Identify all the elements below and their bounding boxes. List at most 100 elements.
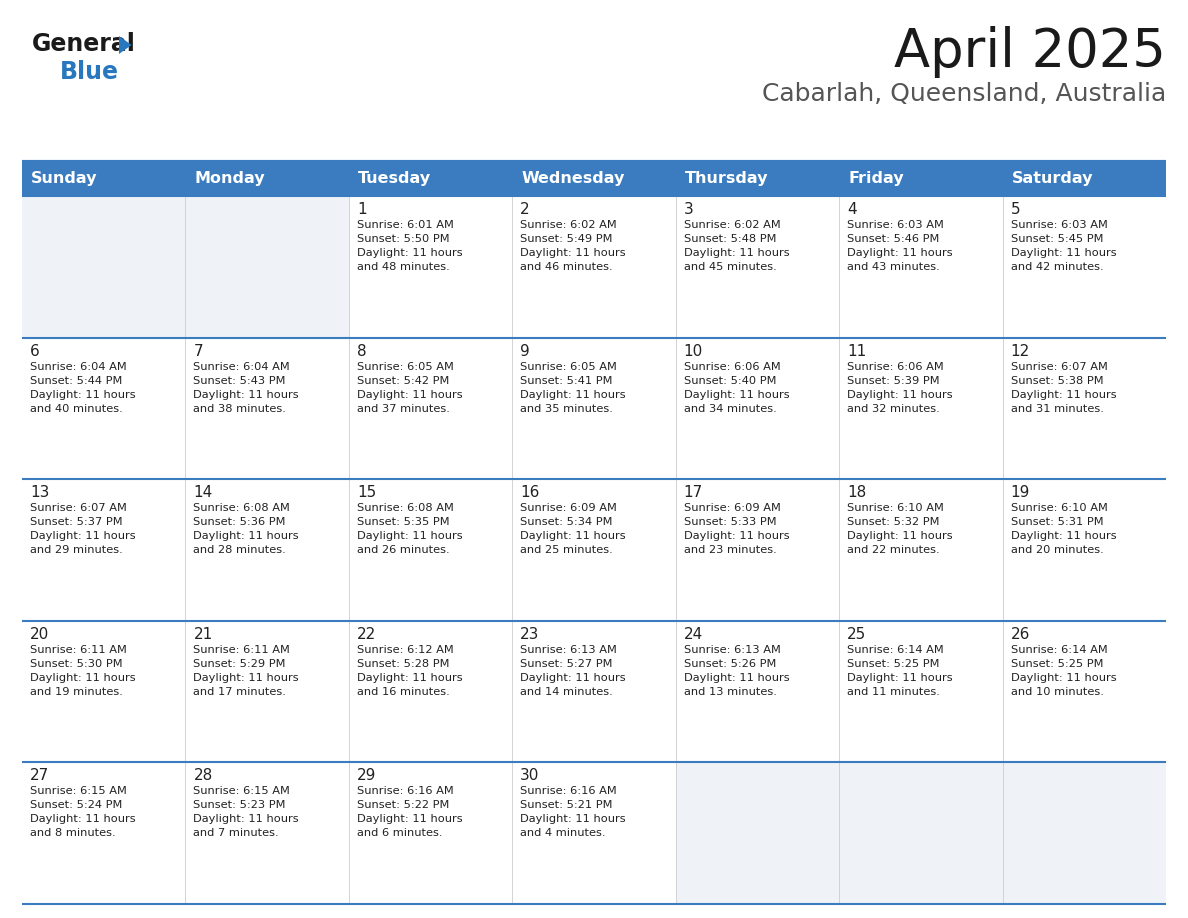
Text: Sunrise: 6:09 AM
Sunset: 5:34 PM
Daylight: 11 hours
and 25 minutes.: Sunrise: 6:09 AM Sunset: 5:34 PM Dayligh…	[520, 503, 626, 555]
Bar	[23, 196, 185, 338]
Text: Tuesday: Tuesday	[358, 172, 431, 186]
Text: Sunrise: 6:02 AM
Sunset: 5:48 PM
Daylight: 11 hours
and 45 minutes.: Sunrise: 6:02 AM Sunset: 5:48 PM Dayligh…	[684, 220, 789, 272]
Bar	[185, 479, 349, 621]
Text: Thursday: Thursday	[684, 172, 769, 186]
Bar	[512, 338, 676, 479]
Text: 6: 6	[30, 343, 39, 359]
Bar	[349, 763, 512, 904]
Bar	[1003, 479, 1165, 621]
Text: 12: 12	[1011, 343, 1030, 359]
Bar	[1003, 763, 1165, 904]
Bar	[1003, 621, 1165, 763]
Text: Sunrise: 6:11 AM
Sunset: 5:29 PM
Daylight: 11 hours
and 17 minutes.: Sunrise: 6:11 AM Sunset: 5:29 PM Dayligh…	[194, 644, 299, 697]
Text: Sunrise: 6:02 AM
Sunset: 5:49 PM
Daylight: 11 hours
and 46 minutes.: Sunrise: 6:02 AM Sunset: 5:49 PM Dayligh…	[520, 220, 626, 272]
Bar	[839, 763, 1003, 904]
Text: Sunrise: 6:04 AM
Sunset: 5:44 PM
Daylight: 11 hours
and 40 minutes.: Sunrise: 6:04 AM Sunset: 5:44 PM Dayligh…	[30, 362, 135, 414]
Bar	[349, 338, 512, 479]
Text: Wednesday: Wednesday	[522, 172, 625, 186]
Text: 27: 27	[30, 768, 49, 783]
Bar	[23, 479, 185, 621]
Text: Sunrise: 6:08 AM
Sunset: 5:36 PM
Daylight: 11 hours
and 28 minutes.: Sunrise: 6:08 AM Sunset: 5:36 PM Dayligh…	[194, 503, 299, 555]
Text: General: General	[32, 32, 135, 56]
Text: Sunrise: 6:13 AM
Sunset: 5:26 PM
Daylight: 11 hours
and 13 minutes.: Sunrise: 6:13 AM Sunset: 5:26 PM Dayligh…	[684, 644, 789, 697]
Bar	[1003, 338, 1165, 479]
Text: Friday: Friday	[848, 172, 904, 186]
Text: Sunrise: 6:09 AM
Sunset: 5:33 PM
Daylight: 11 hours
and 23 minutes.: Sunrise: 6:09 AM Sunset: 5:33 PM Dayligh…	[684, 503, 789, 555]
Text: 3: 3	[684, 202, 694, 217]
Bar	[1003, 196, 1165, 338]
Text: 15: 15	[356, 486, 377, 500]
Bar	[349, 196, 512, 338]
Text: Sunrise: 6:03 AM
Sunset: 5:45 PM
Daylight: 11 hours
and 42 minutes.: Sunrise: 6:03 AM Sunset: 5:45 PM Dayligh…	[1011, 220, 1117, 272]
Text: April 2025: April 2025	[895, 26, 1165, 78]
Text: Sunrise: 6:01 AM
Sunset: 5:50 PM
Daylight: 11 hours
and 48 minutes.: Sunrise: 6:01 AM Sunset: 5:50 PM Dayligh…	[356, 220, 462, 272]
Text: 10: 10	[684, 343, 703, 359]
Bar	[512, 196, 676, 338]
Bar	[676, 621, 839, 763]
Text: Sunrise: 6:11 AM
Sunset: 5:30 PM
Daylight: 11 hours
and 19 minutes.: Sunrise: 6:11 AM Sunset: 5:30 PM Dayligh…	[30, 644, 135, 697]
Text: Sunrise: 6:07 AM
Sunset: 5:38 PM
Daylight: 11 hours
and 31 minutes.: Sunrise: 6:07 AM Sunset: 5:38 PM Dayligh…	[1011, 362, 1117, 414]
Text: Saturday: Saturday	[1011, 172, 1093, 186]
Bar	[185, 621, 349, 763]
Text: Sunrise: 6:13 AM
Sunset: 5:27 PM
Daylight: 11 hours
and 14 minutes.: Sunrise: 6:13 AM Sunset: 5:27 PM Dayligh…	[520, 644, 626, 697]
Text: Sunrise: 6:06 AM
Sunset: 5:39 PM
Daylight: 11 hours
and 32 minutes.: Sunrise: 6:06 AM Sunset: 5:39 PM Dayligh…	[847, 362, 953, 414]
Text: Sunrise: 6:14 AM
Sunset: 5:25 PM
Daylight: 11 hours
and 11 minutes.: Sunrise: 6:14 AM Sunset: 5:25 PM Dayligh…	[847, 644, 953, 697]
Text: Sunday: Sunday	[31, 172, 97, 186]
Text: 20: 20	[30, 627, 49, 642]
Text: Blue: Blue	[61, 60, 119, 84]
Bar	[512, 479, 676, 621]
Text: 26: 26	[1011, 627, 1030, 642]
Text: Sunrise: 6:16 AM
Sunset: 5:21 PM
Daylight: 11 hours
and 4 minutes.: Sunrise: 6:16 AM Sunset: 5:21 PM Dayligh…	[520, 787, 626, 838]
Bar	[349, 621, 512, 763]
Text: 23: 23	[520, 627, 539, 642]
Text: Sunrise: 6:14 AM
Sunset: 5:25 PM
Daylight: 11 hours
and 10 minutes.: Sunrise: 6:14 AM Sunset: 5:25 PM Dayligh…	[1011, 644, 1117, 697]
Text: Sunrise: 6:08 AM
Sunset: 5:35 PM
Daylight: 11 hours
and 26 minutes.: Sunrise: 6:08 AM Sunset: 5:35 PM Dayligh…	[356, 503, 462, 555]
Bar	[349, 479, 512, 621]
Bar	[185, 338, 349, 479]
Text: Sunrise: 6:15 AM
Sunset: 5:23 PM
Daylight: 11 hours
and 7 minutes.: Sunrise: 6:15 AM Sunset: 5:23 PM Dayligh…	[194, 787, 299, 838]
Text: Sunrise: 6:05 AM
Sunset: 5:42 PM
Daylight: 11 hours
and 37 minutes.: Sunrise: 6:05 AM Sunset: 5:42 PM Dayligh…	[356, 362, 462, 414]
Text: 2: 2	[520, 202, 530, 217]
Text: 24: 24	[684, 627, 703, 642]
Bar	[676, 479, 839, 621]
Text: 13: 13	[30, 486, 50, 500]
Text: 17: 17	[684, 486, 703, 500]
Bar	[676, 338, 839, 479]
Text: 14: 14	[194, 486, 213, 500]
Text: Sunrise: 6:05 AM
Sunset: 5:41 PM
Daylight: 11 hours
and 35 minutes.: Sunrise: 6:05 AM Sunset: 5:41 PM Dayligh…	[520, 362, 626, 414]
Bar	[23, 621, 185, 763]
Text: 29: 29	[356, 768, 377, 783]
Text: Cabarlah, Queensland, Australia: Cabarlah, Queensland, Australia	[762, 82, 1165, 106]
Text: 1: 1	[356, 202, 366, 217]
Text: 25: 25	[847, 627, 866, 642]
Text: Sunrise: 6:06 AM
Sunset: 5:40 PM
Daylight: 11 hours
and 34 minutes.: Sunrise: 6:06 AM Sunset: 5:40 PM Dayligh…	[684, 362, 789, 414]
Bar	[23, 763, 185, 904]
Text: 21: 21	[194, 627, 213, 642]
Text: Sunrise: 6:04 AM
Sunset: 5:43 PM
Daylight: 11 hours
and 38 minutes.: Sunrise: 6:04 AM Sunset: 5:43 PM Dayligh…	[194, 362, 299, 414]
Text: 19: 19	[1011, 486, 1030, 500]
Text: 28: 28	[194, 768, 213, 783]
Text: Sunrise: 6:07 AM
Sunset: 5:37 PM
Daylight: 11 hours
and 29 minutes.: Sunrise: 6:07 AM Sunset: 5:37 PM Dayligh…	[30, 503, 135, 555]
Text: Sunrise: 6:15 AM
Sunset: 5:24 PM
Daylight: 11 hours
and 8 minutes.: Sunrise: 6:15 AM Sunset: 5:24 PM Dayligh…	[30, 787, 135, 838]
Bar	[676, 763, 839, 904]
Bar	[512, 621, 676, 763]
Text: Sunrise: 6:16 AM
Sunset: 5:22 PM
Daylight: 11 hours
and 6 minutes.: Sunrise: 6:16 AM Sunset: 5:22 PM Dayligh…	[356, 787, 462, 838]
Text: 8: 8	[356, 343, 366, 359]
Text: 16: 16	[520, 486, 539, 500]
Text: 18: 18	[847, 486, 866, 500]
Bar	[839, 196, 1003, 338]
Text: Sunrise: 6:10 AM
Sunset: 5:32 PM
Daylight: 11 hours
and 22 minutes.: Sunrise: 6:10 AM Sunset: 5:32 PM Dayligh…	[847, 503, 953, 555]
Text: 30: 30	[520, 768, 539, 783]
Text: Sunrise: 6:12 AM
Sunset: 5:28 PM
Daylight: 11 hours
and 16 minutes.: Sunrise: 6:12 AM Sunset: 5:28 PM Dayligh…	[356, 644, 462, 697]
Bar	[23, 338, 185, 479]
Bar	[185, 196, 349, 338]
Bar	[839, 479, 1003, 621]
Text: 7: 7	[194, 343, 203, 359]
Bar	[512, 763, 676, 904]
Text: Sunrise: 6:03 AM
Sunset: 5:46 PM
Daylight: 11 hours
and 43 minutes.: Sunrise: 6:03 AM Sunset: 5:46 PM Dayligh…	[847, 220, 953, 272]
Text: 5: 5	[1011, 202, 1020, 217]
Text: 9: 9	[520, 343, 530, 359]
Bar	[185, 763, 349, 904]
Text: 11: 11	[847, 343, 866, 359]
Text: Sunrise: 6:10 AM
Sunset: 5:31 PM
Daylight: 11 hours
and 20 minutes.: Sunrise: 6:10 AM Sunset: 5:31 PM Dayligh…	[1011, 503, 1117, 555]
